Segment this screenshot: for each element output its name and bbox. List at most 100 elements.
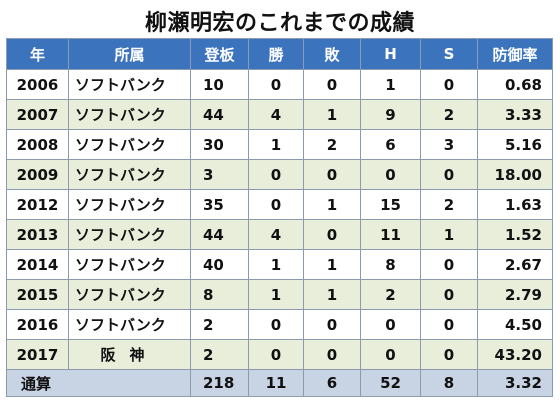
cell-wins: 0 (248, 309, 304, 340)
cell-saves: 2 (420, 99, 478, 130)
cell-wins: 1 (248, 129, 304, 160)
cell-year: 2016 (6, 309, 69, 340)
cell-saves: 0 (420, 249, 478, 280)
cell-team: ソフトバンク (68, 219, 191, 250)
total-saves: 8 (420, 369, 478, 397)
cell-games: 40 (190, 249, 249, 280)
cell-losses: 0 (303, 219, 361, 250)
cell-year: 2017 (6, 339, 69, 370)
cell-era: 0.68 (477, 69, 553, 100)
table-row: 2008 ソフトバンク 30 1 2 6 3 5.16 (6, 129, 553, 160)
cell-losses: 1 (303, 279, 361, 310)
cell-holds: 15 (360, 189, 421, 220)
cell-holds: 1 (360, 69, 421, 100)
cell-games: 3 (190, 159, 249, 190)
total-label: 通算 (6, 369, 191, 397)
cell-year: 2015 (6, 279, 69, 310)
cell-holds: 8 (360, 249, 421, 280)
cell-year: 2014 (6, 249, 69, 280)
table-row: 2013 ソフトバンク 44 4 0 11 1 1.52 (6, 219, 553, 250)
cell-era: 1.63 (477, 189, 553, 220)
cell-holds: 11 (360, 219, 421, 250)
cell-team: ソフトバンク (68, 189, 191, 220)
cell-wins: 0 (248, 189, 304, 220)
cell-wins: 4 (248, 219, 304, 250)
total-losses: 6 (303, 369, 361, 397)
cell-losses: 0 (303, 309, 361, 340)
cell-losses: 2 (303, 129, 361, 160)
cell-saves: 0 (420, 339, 478, 370)
stats-table: 年 所属 登板 勝 敗 H S 防御率 2006 ソフトバンク 10 0 0 1 0 0.68… (6, 38, 553, 397)
table-row: 2007 ソフトバンク 44 4 1 9 2 3.33 (6, 99, 553, 130)
cell-games: 44 (190, 219, 249, 250)
column-header-era: 防御率 (477, 38, 553, 70)
table-row: 2014 ソフトバンク 40 1 1 8 0 2.67 (6, 249, 553, 280)
cell-games: 2 (190, 339, 249, 370)
column-header-losses: 敗 (303, 38, 361, 70)
column-header-holds: H (360, 38, 421, 70)
column-header-wins: 勝 (248, 38, 304, 70)
cell-era: 18.00 (477, 159, 553, 190)
cell-year: 2009 (6, 159, 69, 190)
cell-era: 3.33 (477, 99, 553, 130)
cell-year: 2008 (6, 129, 69, 160)
cell-era: 5.16 (477, 129, 553, 160)
cell-wins: 0 (248, 159, 304, 190)
cell-holds: 0 (360, 309, 421, 340)
cell-era: 2.67 (477, 249, 553, 280)
cell-era: 4.50 (477, 309, 553, 340)
cell-saves: 1 (420, 219, 478, 250)
cell-team: ソフトバンク (68, 279, 191, 310)
total-games: 218 (190, 369, 249, 397)
table-row: 2016 ソフトバンク 2 0 0 0 0 4.50 (6, 309, 553, 340)
cell-games: 8 (190, 279, 249, 310)
total-holds: 52 (360, 369, 421, 397)
cell-holds: 6 (360, 129, 421, 160)
cell-wins: 0 (248, 69, 304, 100)
cell-team: ソフトバンク (68, 249, 191, 280)
cell-team: 阪神 (68, 339, 191, 370)
cell-losses: 1 (303, 249, 361, 280)
cell-year: 2013 (6, 219, 69, 250)
cell-holds: 2 (360, 279, 421, 310)
cell-games: 30 (190, 129, 249, 160)
cell-era: 1.52 (477, 219, 553, 250)
cell-year: 2012 (6, 189, 69, 220)
table-row: 2006 ソフトバンク 10 0 0 1 0 0.68 (6, 69, 553, 100)
cell-era: 2.79 (477, 279, 553, 310)
cell-wins: 4 (248, 99, 304, 130)
cell-holds: 9 (360, 99, 421, 130)
cell-wins: 0 (248, 339, 304, 370)
cell-saves: 0 (420, 69, 478, 100)
column-header-saves: S (420, 38, 478, 70)
cell-team: ソフトバンク (68, 69, 191, 100)
cell-games: 2 (190, 309, 249, 340)
cell-saves: 0 (420, 159, 478, 190)
cell-losses: 0 (303, 339, 361, 370)
page-title: 柳瀬明宏のこれまでの成績 (144, 11, 415, 36)
cell-saves: 0 (420, 309, 478, 340)
cell-losses: 1 (303, 189, 361, 220)
cell-year: 2006 (6, 69, 69, 100)
total-row: 通算 218 11 6 52 8 3.32 (6, 369, 553, 397)
total-era: 3.32 (477, 369, 553, 397)
table-row: 2017 阪神 2 0 0 0 0 43.20 (6, 339, 553, 370)
table-row: 2012 ソフトバンク 35 0 1 15 2 1.63 (6, 189, 553, 220)
cell-saves: 2 (420, 189, 478, 220)
cell-losses: 0 (303, 159, 361, 190)
cell-year: 2007 (6, 99, 69, 130)
stats-body: 2006 ソフトバンク 10 0 0 1 0 0.68 2007 ソフトバンク 44 4 1 9 2 3.33… (6, 69, 553, 370)
cell-wins: 1 (248, 279, 304, 310)
cell-saves: 3 (420, 129, 478, 160)
header-row: 年 所属 登板 勝 敗 H S 防御率 (6, 38, 553, 70)
cell-team: ソフトバンク (68, 309, 191, 340)
total-wins: 11 (248, 369, 304, 397)
cell-saves: 0 (420, 279, 478, 310)
cell-holds: 0 (360, 339, 421, 370)
column-header-games: 登板 (190, 38, 249, 70)
cell-team: ソフトバンク (68, 159, 191, 190)
cell-team: ソフトバンク (68, 129, 191, 160)
column-header-year: 年 (6, 38, 69, 70)
cell-games: 10 (190, 69, 249, 100)
